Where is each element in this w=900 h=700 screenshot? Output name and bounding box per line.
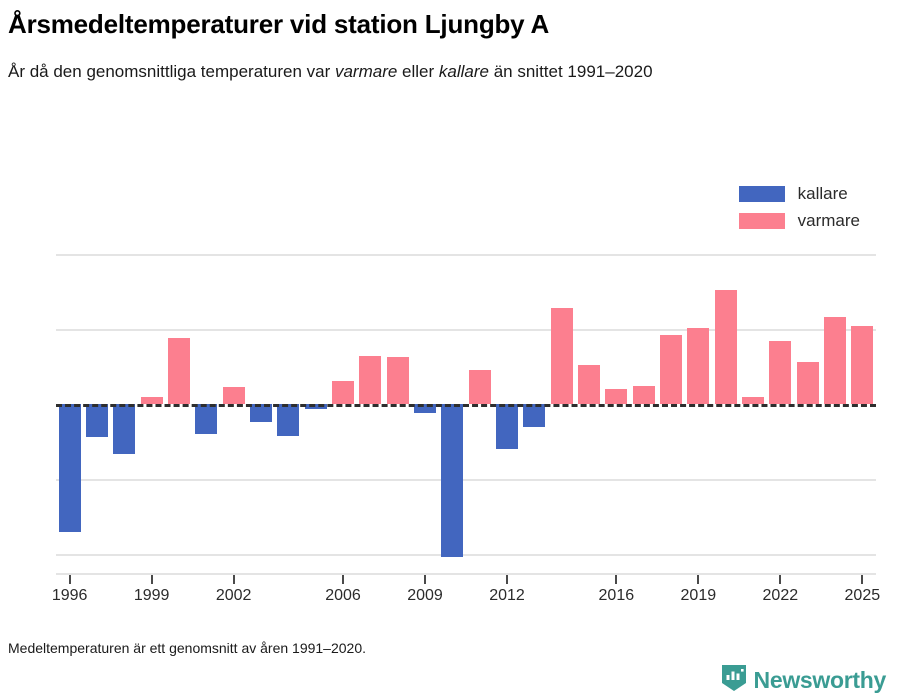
x-axis-ticks: 1996 1999 2002 2006 2009 2012 2016 2019 2022 2025 bbox=[52, 575, 880, 615]
legend-item-kallare[interactable]: kallare bbox=[738, 184, 860, 204]
bar-1996[interactable] bbox=[58, 404, 81, 532]
subtitle-text-3: än snittet 1991–2020 bbox=[489, 61, 653, 81]
chart-plot-area: 5°6°7°8°9° bbox=[56, 228, 876, 573]
x-axis-tick-mark bbox=[232, 575, 235, 584]
chart-header: Årsmedeltemperaturer vid station Ljungby… bbox=[8, 9, 892, 85]
bar-2017[interactable] bbox=[632, 385, 655, 405]
x-axis-tick-label: 2009 bbox=[407, 587, 443, 604]
bar-2012[interactable] bbox=[496, 404, 518, 450]
bar-2024[interactable] bbox=[824, 317, 846, 405]
bar-2010[interactable] bbox=[441, 404, 464, 558]
x-axis-tick-mark bbox=[150, 575, 153, 584]
bar-2002[interactable] bbox=[222, 387, 245, 405]
bar-2025[interactable] bbox=[851, 325, 874, 405]
brand-logo[interactable]: Newsworthy bbox=[721, 664, 886, 697]
average-baseline bbox=[56, 404, 876, 408]
bar-2019[interactable] bbox=[687, 327, 710, 405]
chart-bars bbox=[56, 228, 876, 573]
gridline bbox=[56, 329, 876, 332]
bar-2013[interactable] bbox=[523, 404, 546, 427]
x-axis-tick-label: 2012 bbox=[489, 587, 525, 604]
subtitle-emphasis-kallare: kallare bbox=[438, 61, 489, 81]
brand-name: Newsworthy bbox=[753, 667, 887, 693]
x-axis-tick-mark bbox=[424, 575, 426, 584]
bar-1997[interactable] bbox=[86, 404, 108, 437]
bar-2018[interactable] bbox=[660, 335, 682, 405]
bar-2009[interactable] bbox=[414, 404, 436, 413]
subtitle-text-1: År då den genomsnittliga temperaturen va… bbox=[8, 61, 335, 81]
bar-2020[interactable] bbox=[714, 290, 737, 405]
legend-swatch-kallare bbox=[738, 186, 785, 202]
x-axis-tick-mark bbox=[506, 575, 508, 584]
x-axis-tick-label: 2025 bbox=[844, 587, 881, 604]
bar-2023[interactable] bbox=[796, 361, 819, 405]
bar-2003[interactable] bbox=[250, 404, 272, 423]
bar-2021[interactable] bbox=[742, 396, 764, 405]
legend-label: kallare bbox=[797, 184, 848, 203]
bar-2001[interactable] bbox=[195, 404, 218, 434]
x-axis-tick-mark bbox=[342, 575, 344, 584]
gridline bbox=[56, 254, 876, 257]
x-axis-tick-label: 2022 bbox=[762, 587, 799, 604]
x-axis-tick-label: 2019 bbox=[680, 587, 717, 604]
page-title: Årsmedeltemperaturer vid station Ljungby… bbox=[8, 9, 550, 39]
bar-2014[interactable] bbox=[550, 308, 573, 405]
x-axis-tick-label: 2006 bbox=[325, 587, 361, 604]
bar-2007[interactable] bbox=[359, 356, 382, 405]
legend-label: varmare bbox=[797, 211, 860, 230]
bar-2000[interactable] bbox=[168, 338, 190, 405]
legend-item-varmare[interactable]: varmare bbox=[738, 211, 860, 231]
gridline bbox=[56, 554, 876, 557]
bar-chart-logo-icon bbox=[721, 664, 747, 697]
x-axis-tick-label: 2016 bbox=[598, 587, 635, 604]
bar-2008[interactable] bbox=[386, 357, 409, 405]
x-axis-tick-mark bbox=[779, 575, 782, 584]
x-axis-line bbox=[56, 573, 876, 575]
bar-2016[interactable] bbox=[605, 388, 628, 405]
subtitle-emphasis-varmare: varmare bbox=[334, 61, 398, 81]
x-axis-tick-label: 1999 bbox=[133, 587, 170, 604]
gridline bbox=[56, 479, 876, 482]
legend-swatch-varmare bbox=[738, 213, 785, 229]
x-axis-tick-mark bbox=[861, 575, 864, 584]
bar-1998[interactable] bbox=[113, 404, 136, 454]
bar-2022[interactable] bbox=[769, 340, 792, 405]
x-axis-tick-label: 1996 bbox=[51, 587, 88, 604]
bar-2006[interactable] bbox=[332, 381, 354, 405]
bar-2011[interactable] bbox=[468, 369, 491, 405]
bar-2015[interactable] bbox=[578, 365, 600, 405]
chart-legend: kallare varmare bbox=[738, 184, 860, 231]
x-axis-tick-label: 2002 bbox=[215, 587, 252, 604]
chart-subtitle: År då den genomsnittliga temperaturen va… bbox=[8, 60, 708, 85]
subtitle-text-2: eller bbox=[397, 61, 439, 81]
chart-footnote: Medeltemperaturen är ett genomsnitt av å… bbox=[8, 640, 367, 656]
x-axis-tick-mark bbox=[697, 575, 700, 584]
bar-1999[interactable] bbox=[140, 396, 163, 405]
x-axis-tick-mark bbox=[68, 575, 71, 584]
bar-2004[interactable] bbox=[277, 404, 300, 436]
x-axis-tick-mark bbox=[615, 575, 618, 584]
